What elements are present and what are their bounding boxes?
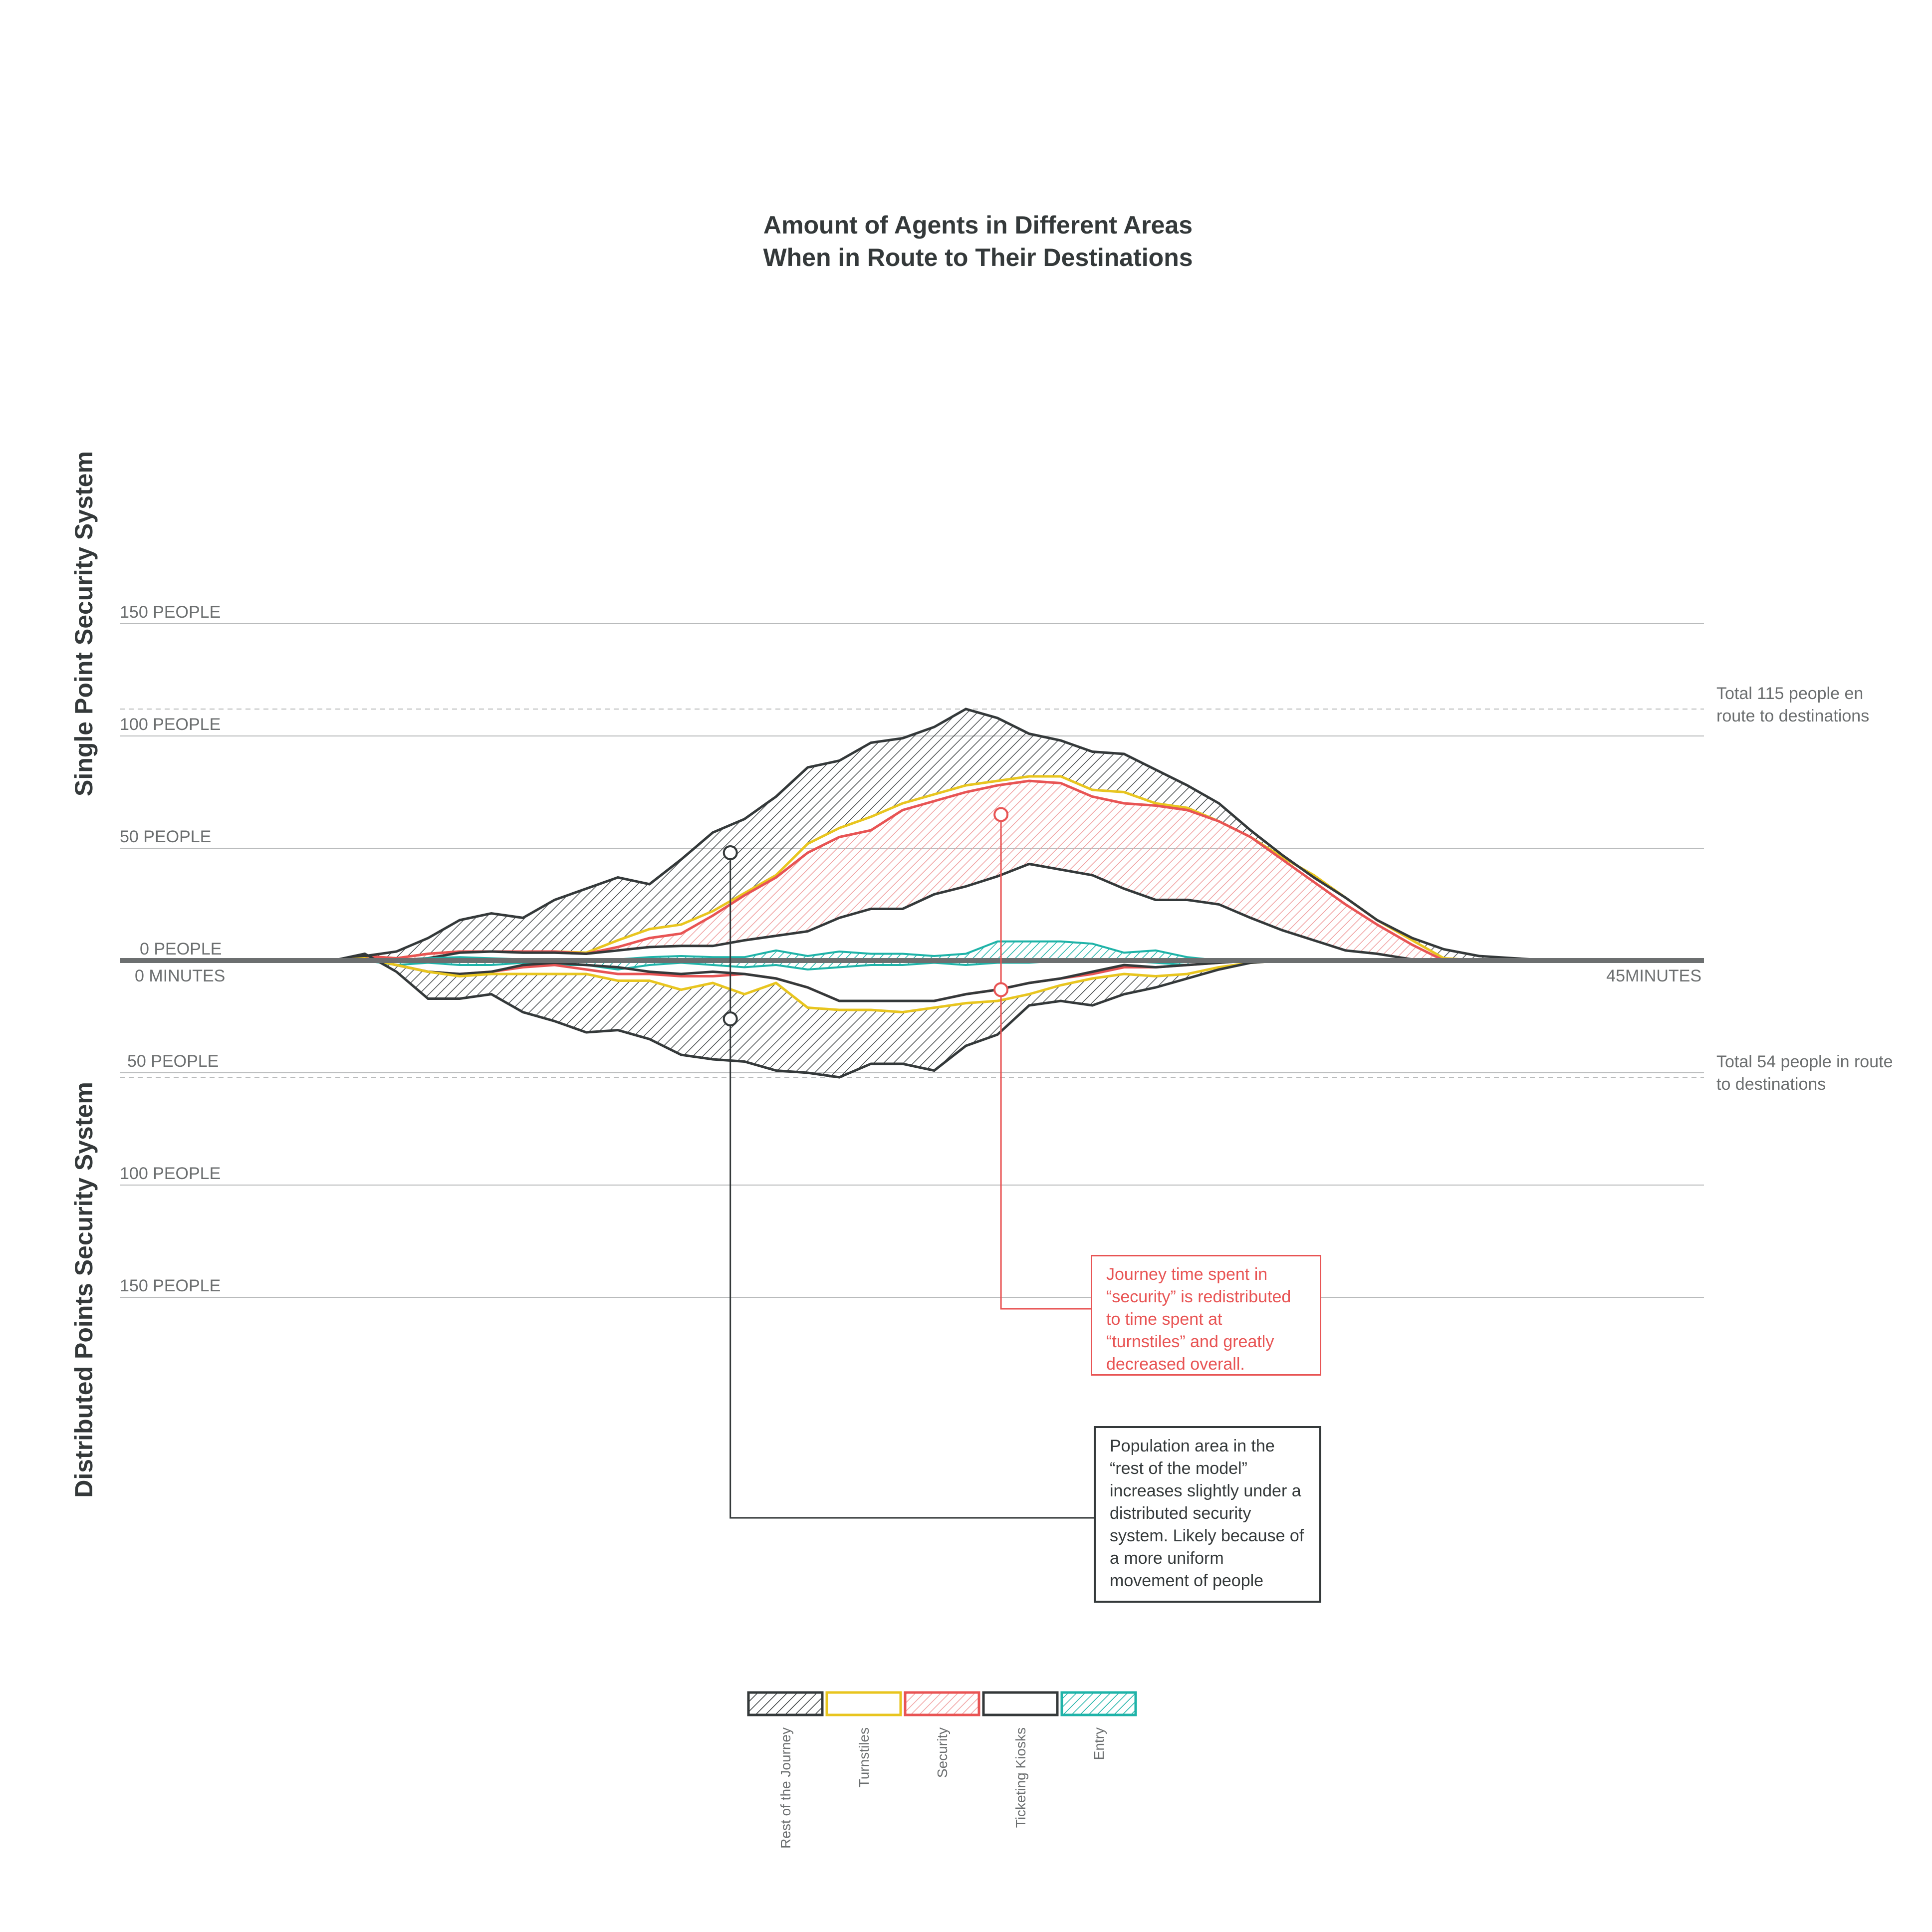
y-tick-label: 100 PEOPLE — [120, 715, 221, 734]
population-leader-line — [729, 853, 1094, 1519]
reference-note: Total 115 people en — [1716, 684, 1863, 703]
reference-note: Total 54 people in route — [1716, 1052, 1893, 1071]
security-callout-text: Journey time spent in “security” is redi… — [1106, 1265, 1291, 1374]
population-callout-text: Population area in the “rest of the mode… — [1110, 1437, 1304, 1590]
grid — [120, 623, 1704, 1298]
security-callout: Journey time spent in “security” is redi… — [1091, 1255, 1321, 1376]
legend-swatch — [825, 1691, 902, 1716]
y-tick-label: 0 PEOPLE — [140, 940, 222, 959]
legend-label: Security — [935, 1727, 950, 1778]
y-tick-label: 150 PEOPLE — [120, 1276, 221, 1295]
reference-note: route to destinations — [1716, 707, 1869, 725]
security-leader-line — [1000, 814, 1091, 1310]
legend-label: Ticketing Kiosks — [1013, 1727, 1028, 1828]
legend-swatch — [982, 1691, 1059, 1716]
chart-title: Amount of Agents in Different Areas — [763, 211, 1193, 239]
x-start-label: 0 MINUTES — [135, 966, 225, 985]
text-layer: 0 PEOPLE 50 PEOPLE 100 PEOPLE 150 PEOPLE 50 … — [70, 211, 1893, 1498]
ticketing-kiosks-line-top — [333, 862, 1549, 962]
population-marker-bottom — [723, 1011, 738, 1026]
x-end-label: 45MINUTES — [1606, 966, 1701, 985]
callout-layer — [723, 807, 1094, 1519]
legend-swatch — [747, 1691, 824, 1716]
legend-swatch — [1060, 1691, 1137, 1716]
security-area-top — [333, 781, 1550, 961]
y-tick-label: 100 PEOPLE — [120, 1164, 221, 1183]
rest-of-the-journey-line-top — [333, 708, 1550, 962]
top-panel-label: Single Point Security System — [70, 451, 98, 796]
security-marker-top — [993, 807, 1009, 822]
bottom-panel-label: Distributed Points Security System — [70, 1082, 98, 1498]
legend-label: Entry — [1091, 1727, 1107, 1760]
legend-swatch — [904, 1691, 980, 1716]
security-marker-bottom — [993, 982, 1009, 997]
population-callout: Population area in the “rest of the mode… — [1094, 1426, 1321, 1603]
rest-of-journey-area-bottom — [333, 954, 1550, 1077]
reference-note: to destinations — [1716, 1075, 1826, 1094]
chart-title: When in Route to Their Destinations — [763, 243, 1193, 271]
legend-label: Rest of the Journey — [778, 1727, 793, 1849]
y-tick-label: 150 PEOPLE — [120, 603, 221, 622]
legend: Rest of the Journey Turnstiles Security Tic… — [747, 1691, 1137, 1849]
legend-label: Turnstiles — [856, 1727, 872, 1787]
rest-of-journey-area-top — [333, 709, 1550, 961]
population-marker-top — [723, 845, 738, 860]
y-tick-label: 50 PEOPLE — [127, 1052, 219, 1071]
y-tick-label: 50 PEOPLE — [120, 827, 211, 846]
